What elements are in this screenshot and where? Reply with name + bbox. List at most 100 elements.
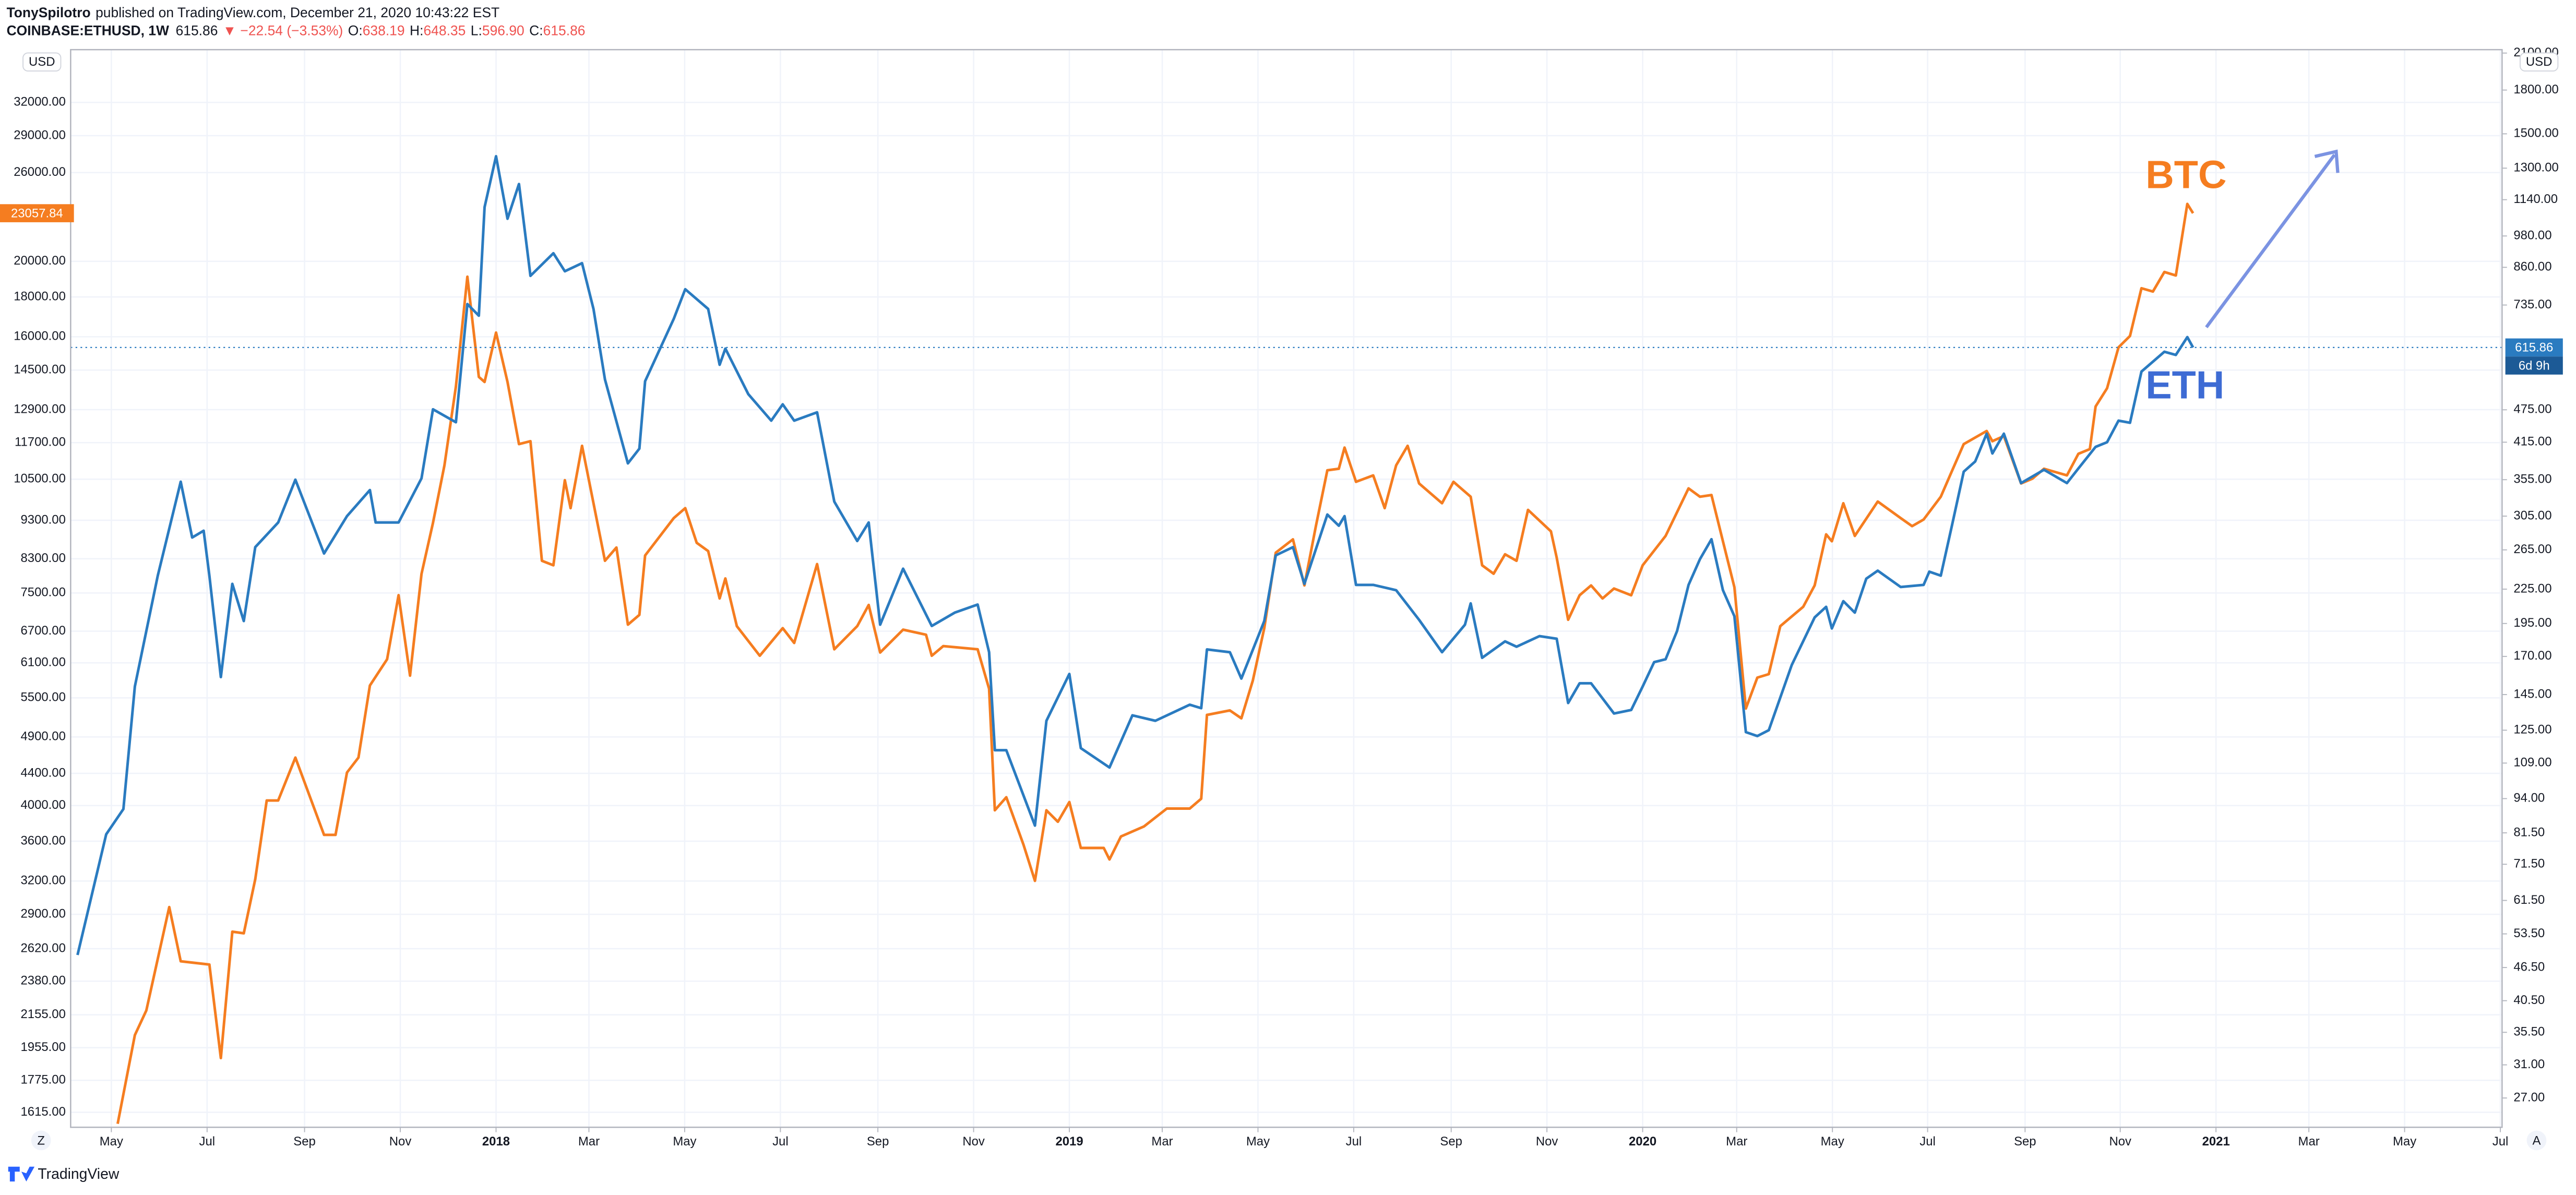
y2-tick-label: 980.00: [2513, 229, 2551, 243]
x-tick-label: Jul: [1346, 1134, 1362, 1149]
y2-tick-label: 40.50: [2513, 993, 2545, 1007]
x-tick-label: May: [100, 1134, 123, 1149]
y2-tick-label: 53.50: [2513, 926, 2545, 940]
scale-button-label[interactable]: A: [2532, 1133, 2541, 1148]
x-tick-label: Nov: [2109, 1134, 2131, 1149]
x-tick-label: Jul: [199, 1134, 216, 1149]
axis-labels: 1615.00 1775.00 1955.00 2155.00 2380.00 2620.…: [0, 45, 2563, 1149]
price-label: 615.86: [2515, 341, 2553, 355]
y-tick-label: 29000.00: [14, 128, 66, 142]
change: ▼ −22.54 (−3.53%): [223, 23, 343, 39]
currency-pill[interactable]: [2520, 52, 2559, 72]
ohlc-label: L:: [471, 23, 482, 39]
btc-annotation: BTC: [2145, 153, 2226, 197]
x-tick-label: May: [1821, 1134, 1844, 1149]
eth-annotation: ETH: [2145, 364, 2224, 408]
symbol-line: COINBASE:ETHUSD, 1W 615.86 ▼ −22.54 (−3.53…: [7, 23, 586, 39]
brand: TradingView: [38, 1166, 119, 1182]
published: published on TradingView.com, December 2…: [96, 5, 499, 20]
x-tick-label: Nov: [389, 1134, 412, 1149]
x-tick-label: Jul: [2492, 1134, 2509, 1149]
x-tick-label: Mar: [2298, 1134, 2320, 1149]
y2-tick-label: 125.00: [2513, 723, 2551, 737]
y2-tick-label: 265.00: [2513, 542, 2551, 556]
scale-button[interactable]: [31, 1130, 51, 1151]
x-tick-label: Jul: [772, 1134, 789, 1149]
y2-tick-label: 61.50: [2513, 893, 2545, 907]
currency-left[interactable]: USD: [29, 55, 55, 69]
countdown: 6d 9h: [2519, 359, 2550, 373]
price-label: 23057.84: [11, 206, 63, 220]
ohlc-label: H:: [410, 23, 423, 39]
currency-right[interactable]: USD: [2526, 55, 2552, 69]
x-tick-label: 2019: [1055, 1134, 1083, 1149]
y-tick-label: 14500.00: [14, 362, 66, 376]
y-tick-label: 10500.00: [14, 472, 66, 486]
y2-tick-label: 109.00: [2513, 756, 2551, 770]
y-tick-label: 3600.00: [20, 833, 65, 847]
scale-button-label[interactable]: Z: [37, 1133, 45, 1148]
x-tick-label: Nov: [1536, 1134, 1558, 1149]
y-tick-label: 5500.00: [20, 690, 65, 704]
x-tick-label: Sep: [1440, 1134, 1462, 1149]
x-tick-label: 2021: [2202, 1134, 2230, 1149]
y2-tick-label: 1500.00: [2513, 126, 2558, 140]
y-tick-label: 2900.00: [20, 906, 65, 921]
y2-tick-label: 195.00: [2513, 616, 2551, 630]
x-tick-label: May: [1246, 1134, 1270, 1149]
price-label-box: [2505, 338, 2563, 357]
grid: [70, 50, 2502, 1128]
arrow: [2205, 153, 2336, 329]
arrow-head: [2314, 149, 2340, 173]
header-line: TonySpilotro published on TradingView.com…: [7, 5, 500, 20]
ohlc-label: O:: [348, 23, 363, 39]
x-tick-label: Sep: [2014, 1134, 2036, 1149]
y2-tick-label: 1800.00: [2513, 82, 2558, 97]
y-tick-label: 1615.00: [20, 1105, 65, 1119]
author: TonySpilotro: [7, 5, 91, 20]
currency-pill[interactable]: [22, 52, 62, 72]
y-tick-label: 2620.00: [20, 941, 65, 955]
y2-tick-label: 35.50: [2513, 1025, 2545, 1039]
y-tick-label: 4000.00: [20, 798, 65, 812]
x-tick-label: Mar: [1151, 1134, 1173, 1149]
x-tick-label: 2018: [482, 1134, 510, 1149]
x-tick-label: 2020: [1629, 1134, 1656, 1149]
y-tick-label: 16000.00: [14, 329, 66, 343]
y-tick-label: 1955.00: [20, 1040, 65, 1054]
y2-tick-label: 145.00: [2513, 687, 2551, 701]
y-tick-label: 6100.00: [20, 655, 65, 670]
y-tick-label: 6700.00: [20, 624, 65, 638]
scale-button[interactable]: [2526, 1130, 2547, 1151]
y-tick-label: 8300.00: [20, 551, 65, 565]
y2-tick-label: 81.50: [2513, 825, 2545, 839]
y2-tick-label: 735.00: [2513, 297, 2551, 312]
y-tick-label: 7500.00: [20, 585, 65, 600]
y-tick-label: 12900.00: [14, 402, 66, 416]
y2-tick-label: 27.00: [2513, 1090, 2545, 1104]
x-tick-label: May: [2393, 1134, 2416, 1149]
symbol: COINBASE:ETHUSD, 1W: [7, 23, 169, 39]
x-tick-label: Jul: [1919, 1134, 1936, 1149]
y-tick-label: 4900.00: [20, 730, 65, 744]
y-tick-label: 32000.00: [14, 95, 66, 109]
y2-tick-label: 225.00: [2513, 581, 2551, 595]
y2-tick-label: 475.00: [2513, 402, 2551, 416]
ohlc-value: 596.90: [482, 23, 524, 39]
y-tick-label: 20000.00: [14, 254, 66, 268]
y-tick-label: 11700.00: [15, 435, 66, 449]
y-tick-label: 4400.00: [20, 766, 65, 780]
y-tick-label: 2380.00: [20, 974, 65, 988]
price-label-box: [0, 204, 74, 222]
x-tick-label: Mar: [1726, 1134, 1747, 1149]
y2-tick-label: 94.00: [2513, 791, 2545, 805]
brand-logo: [8, 1166, 35, 1182]
ohlc-value: 615.86: [543, 23, 586, 39]
y-tick-label: 26000.00: [14, 165, 66, 179]
plot-lines: [70, 154, 2502, 1125]
ohlc-value: 648.35: [423, 23, 466, 39]
series-line: [116, 202, 2195, 1125]
